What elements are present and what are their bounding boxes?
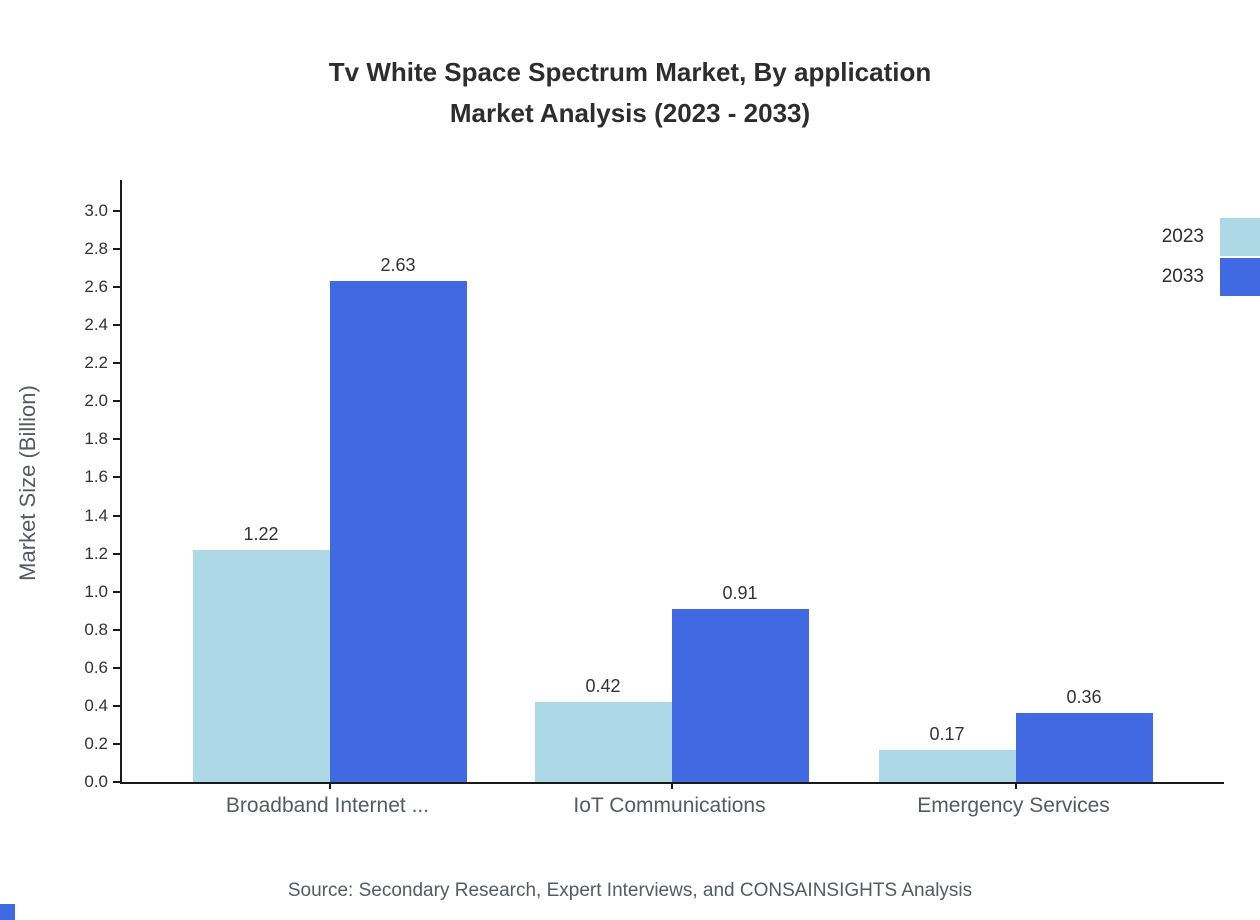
y-tick-mark bbox=[113, 704, 120, 707]
y-tick-mark bbox=[113, 514, 120, 517]
source-note: Source: Secondary Research, Expert Inter… bbox=[287, 880, 973, 901]
x-tick-mark bbox=[670, 782, 673, 789]
legend: 2023 2033 bbox=[1162, 218, 1260, 298]
chart-title-line1: Tv White Space Spectrum Market, By appli… bbox=[328, 57, 932, 87]
y-tick-mark bbox=[113, 590, 120, 593]
y-tick-label: 2.6 bbox=[84, 277, 108, 297]
bar-2023-1 bbox=[192, 549, 330, 782]
y-tick-label: 2.0 bbox=[84, 391, 108, 411]
y-tick-mark bbox=[113, 286, 120, 289]
y-tick-label: 1.2 bbox=[84, 543, 108, 563]
y-tick-label: 3.0 bbox=[84, 201, 108, 220]
y-tick-mark bbox=[113, 742, 120, 745]
y-tick-mark bbox=[113, 400, 120, 403]
y-tick-label: 0.8 bbox=[84, 619, 108, 639]
y-tick-mark bbox=[113, 438, 120, 441]
y-tick-label: 1.6 bbox=[84, 467, 108, 487]
y-axis-title: Market Size (Billion) bbox=[15, 385, 40, 581]
legend-label: 2033 bbox=[1161, 266, 1204, 287]
x-axis-label: Broadband Internet ... bbox=[225, 794, 430, 817]
legend-swatch bbox=[1220, 258, 1260, 296]
legend-swatch bbox=[1220, 218, 1260, 256]
chart-title: Tv White Space Spectrum Market, By appli… bbox=[0, 52, 1260, 134]
y-tick-label: 1.0 bbox=[84, 581, 108, 601]
x-tick-mark bbox=[328, 782, 331, 789]
y-tick-mark bbox=[113, 476, 120, 479]
bar-2023-3 bbox=[878, 749, 1016, 782]
bar-2033-2 bbox=[671, 608, 809, 782]
y-tick-mark bbox=[113, 248, 120, 251]
bar-2033-1 bbox=[329, 281, 467, 782]
y-tick-label: 1.8 bbox=[84, 429, 108, 449]
bar-2023-2 bbox=[534, 702, 672, 782]
bar-value-label: 0.36 bbox=[1066, 687, 1102, 708]
y-tick-mark bbox=[113, 781, 120, 783]
bar-value-label: 1.22 bbox=[243, 523, 279, 544]
legend-item-2033: 2033 bbox=[1162, 258, 1260, 296]
chart-title-line2: Market Analysis (2023 - 2033) bbox=[449, 98, 811, 128]
y-tick-label: 0.4 bbox=[84, 695, 108, 715]
y-tick-label: 2.8 bbox=[84, 239, 108, 259]
legend-label: 2023 bbox=[1161, 226, 1204, 247]
y-tick-label: 0.6 bbox=[84, 657, 108, 677]
y-tick-label: 1.4 bbox=[84, 505, 108, 525]
y-tick-label: 0.2 bbox=[84, 733, 108, 753]
bar-value-label: 0.91 bbox=[722, 582, 758, 603]
legend-item-2023: 2023 bbox=[1162, 218, 1260, 256]
plot-area: 0.0 0.2 0.4 0.6 0.8 1.0 1.2 1.4 1.6 1.8 2.0 2.2 2.4 2… bbox=[84, 180, 1224, 791]
y-tick-mark bbox=[113, 324, 120, 327]
x-axis-label: IoT Communications bbox=[573, 794, 766, 817]
x-axis-label: Emergency Services bbox=[917, 794, 1110, 817]
x-tick-mark bbox=[1014, 782, 1017, 789]
y-tick-mark bbox=[113, 666, 120, 669]
y-tick-mark bbox=[113, 210, 120, 212]
y-tick-label: 0.0 bbox=[84, 772, 108, 791]
y-tick-label: 2.2 bbox=[84, 353, 108, 373]
y-tick-mark bbox=[113, 362, 120, 365]
bar-2033-3 bbox=[1015, 713, 1153, 782]
bar-value-label: 0.17 bbox=[929, 723, 965, 744]
y-tick-mark bbox=[113, 552, 120, 555]
page-corner-accent bbox=[0, 904, 15, 920]
y-tick-label: 2.4 bbox=[84, 315, 108, 335]
bar-value-label: 2.63 bbox=[380, 255, 416, 276]
y-tick-mark bbox=[113, 628, 120, 631]
bar-value-label: 0.42 bbox=[585, 676, 621, 697]
